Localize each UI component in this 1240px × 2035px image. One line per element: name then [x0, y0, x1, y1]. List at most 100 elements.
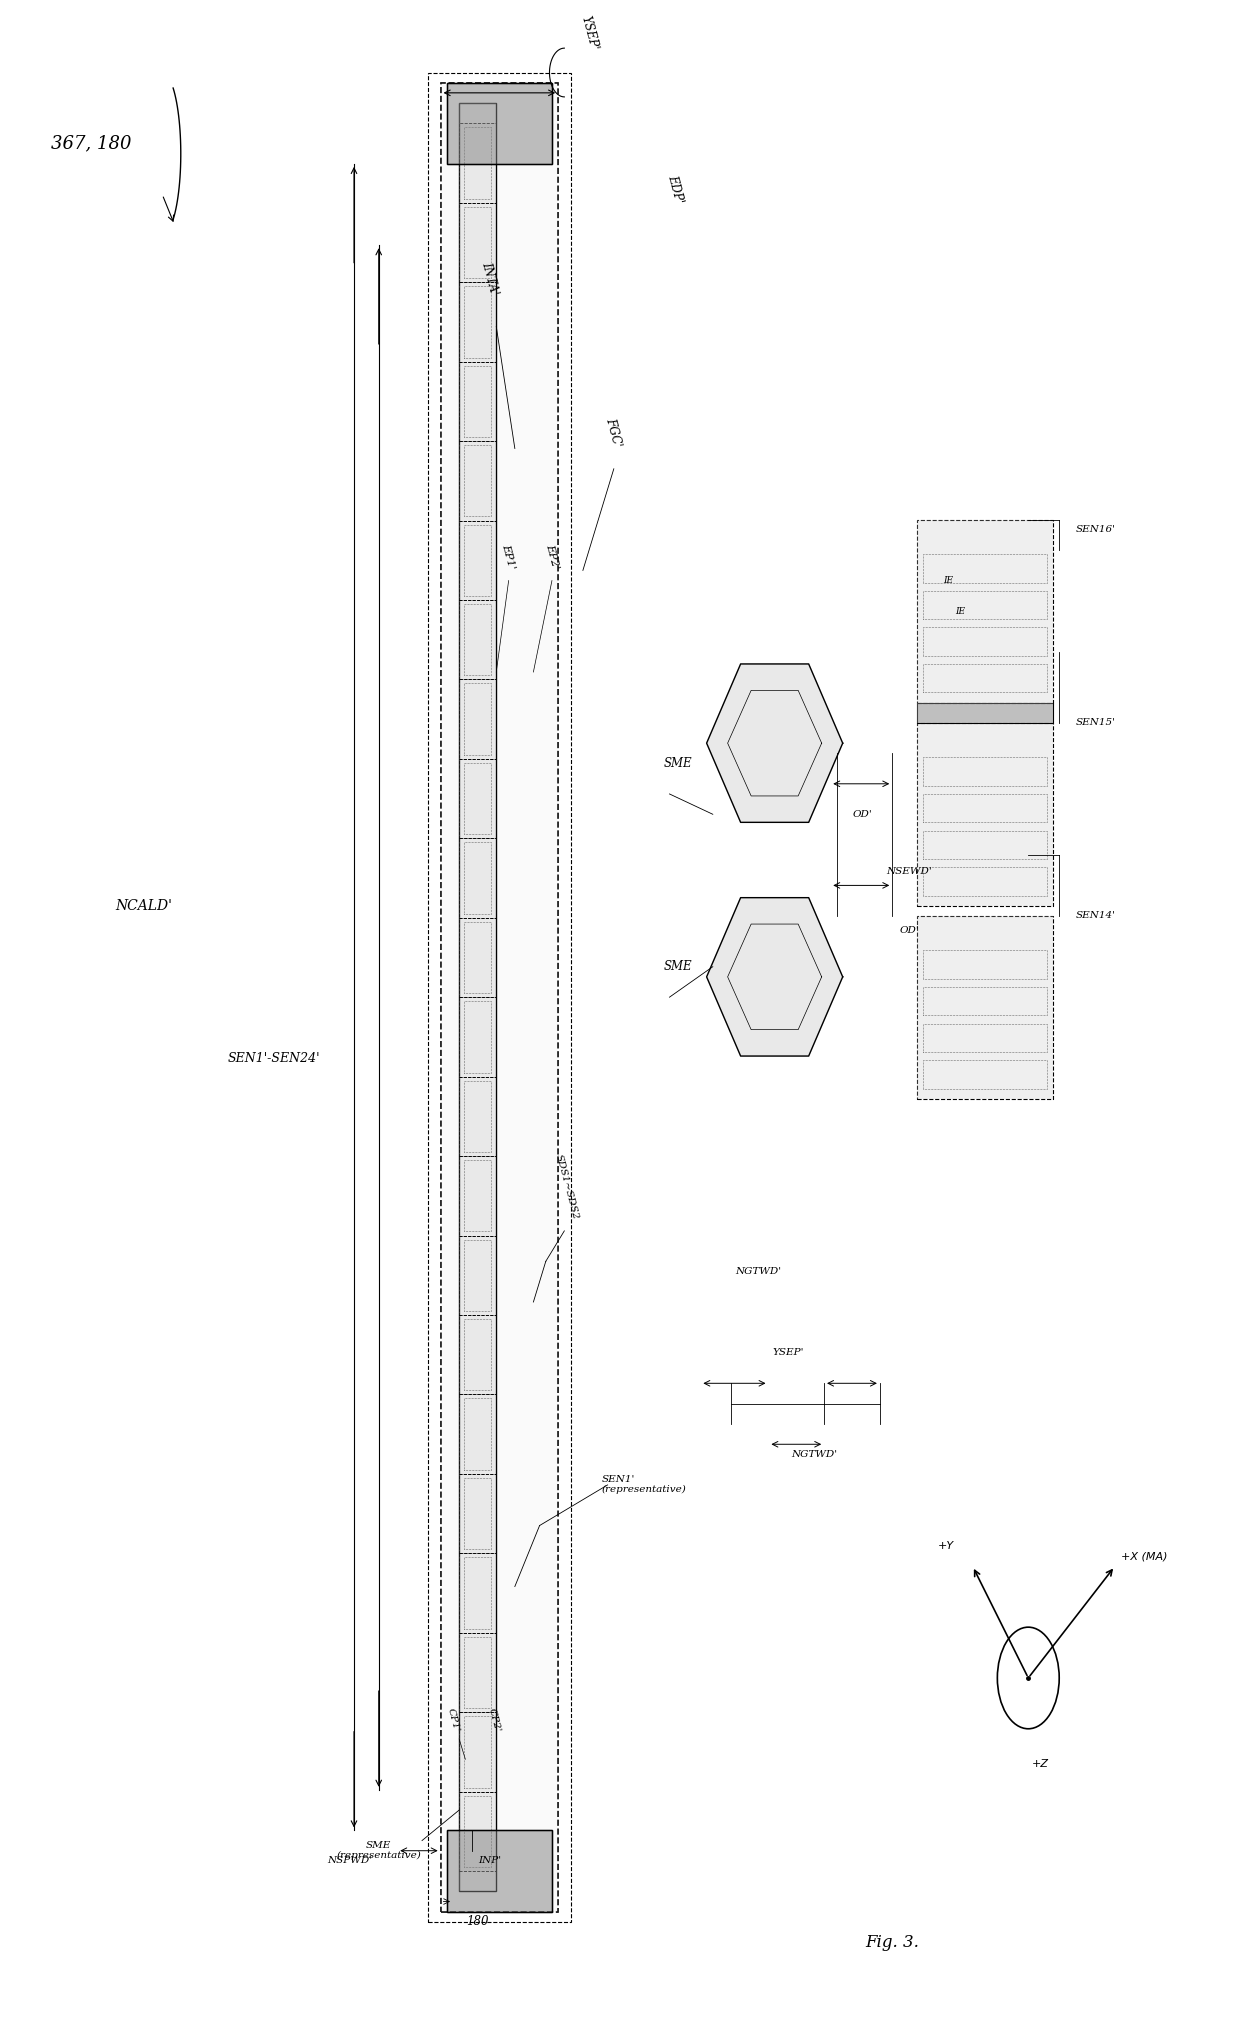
- Bar: [459, 1394, 496, 1473]
- Bar: [464, 1795, 491, 1866]
- Text: EDP': EDP': [666, 173, 686, 206]
- Bar: [923, 794, 1047, 822]
- Bar: [459, 1711, 496, 1791]
- Bar: [464, 1001, 491, 1072]
- Bar: [459, 759, 496, 838]
- Bar: [459, 362, 496, 442]
- Bar: [916, 722, 1053, 906]
- Bar: [464, 1477, 491, 1549]
- Text: CP1': CP1': [445, 1707, 460, 1734]
- Bar: [459, 521, 496, 600]
- Bar: [459, 1791, 496, 1870]
- Bar: [464, 1081, 491, 1152]
- Text: OD': OD': [853, 810, 873, 818]
- Bar: [464, 1160, 491, 1231]
- Bar: [464, 1636, 491, 1707]
- Bar: [459, 1553, 496, 1632]
- Bar: [446, 1829, 552, 1911]
- Bar: [923, 867, 1047, 895]
- Bar: [446, 83, 552, 165]
- Bar: [464, 763, 491, 834]
- Bar: [459, 838, 496, 918]
- Text: SME: SME: [663, 757, 692, 769]
- Bar: [459, 104, 496, 1891]
- Bar: [464, 525, 491, 596]
- Text: NSPWD': NSPWD': [327, 1856, 372, 1866]
- Text: 180: 180: [466, 1915, 489, 1929]
- Bar: [459, 1077, 496, 1156]
- Text: SEN14': SEN14': [1075, 912, 1115, 920]
- Bar: [459, 124, 496, 204]
- Bar: [464, 922, 491, 993]
- Text: +X (MA): +X (MA): [1121, 1551, 1168, 1561]
- Bar: [464, 446, 491, 517]
- Bar: [459, 918, 496, 997]
- Text: NCALD': NCALD': [115, 899, 172, 914]
- Text: NSEWD': NSEWD': [887, 867, 931, 875]
- Bar: [923, 1060, 1047, 1089]
- Bar: [464, 1398, 491, 1469]
- Bar: [459, 918, 496, 997]
- Bar: [464, 684, 491, 755]
- Text: IE: IE: [955, 606, 965, 615]
- Bar: [464, 208, 491, 279]
- Bar: [459, 1553, 496, 1632]
- Bar: [440, 83, 558, 1911]
- Text: NGTWD': NGTWD': [791, 1449, 837, 1459]
- Bar: [459, 680, 496, 759]
- Text: FGC': FGC': [604, 417, 624, 448]
- Text: INTA': INTA': [480, 260, 501, 295]
- Text: YSEP': YSEP': [578, 14, 600, 53]
- Bar: [459, 680, 496, 759]
- Bar: [916, 722, 1053, 906]
- Bar: [459, 1156, 496, 1235]
- Bar: [916, 519, 1053, 702]
- Bar: [923, 554, 1047, 582]
- Bar: [923, 987, 1047, 1015]
- Bar: [446, 1829, 552, 1911]
- Text: SME
(representative): SME (representative): [336, 1840, 422, 1860]
- Bar: [923, 950, 1047, 979]
- Bar: [459, 1632, 496, 1711]
- Bar: [916, 702, 1053, 722]
- Bar: [459, 600, 496, 680]
- Polygon shape: [707, 897, 843, 1056]
- Bar: [459, 838, 496, 918]
- Bar: [459, 1473, 496, 1553]
- Bar: [923, 663, 1047, 692]
- Bar: [459, 1077, 496, 1156]
- Bar: [916, 916, 1053, 1099]
- Bar: [459, 1235, 496, 1315]
- Bar: [923, 830, 1047, 859]
- Bar: [440, 83, 558, 1911]
- Text: IE: IE: [942, 576, 952, 586]
- Bar: [459, 362, 496, 442]
- Bar: [459, 204, 496, 283]
- Bar: [459, 997, 496, 1077]
- Bar: [459, 1711, 496, 1791]
- Text: CP2': CP2': [486, 1707, 501, 1734]
- Polygon shape: [707, 663, 843, 822]
- Bar: [923, 757, 1047, 786]
- Bar: [916, 519, 1053, 702]
- Text: Fig. 3.: Fig. 3.: [866, 1933, 919, 1952]
- Bar: [459, 204, 496, 283]
- Bar: [916, 916, 1053, 1099]
- Bar: [459, 104, 496, 1891]
- Text: EP2': EP2': [544, 543, 560, 570]
- Bar: [459, 283, 496, 362]
- Text: SEN15': SEN15': [1075, 718, 1115, 726]
- Bar: [459, 1632, 496, 1711]
- Bar: [459, 1315, 496, 1394]
- Bar: [464, 366, 491, 438]
- Bar: [464, 842, 491, 914]
- Bar: [464, 128, 491, 199]
- Bar: [459, 521, 496, 600]
- Text: SME: SME: [663, 961, 692, 973]
- Text: SDS1~SDS2: SDS1~SDS2: [554, 1154, 580, 1221]
- Text: NGTWD': NGTWD': [735, 1268, 781, 1276]
- Bar: [464, 604, 491, 676]
- Bar: [459, 124, 496, 204]
- Bar: [923, 1024, 1047, 1052]
- Bar: [428, 73, 570, 1921]
